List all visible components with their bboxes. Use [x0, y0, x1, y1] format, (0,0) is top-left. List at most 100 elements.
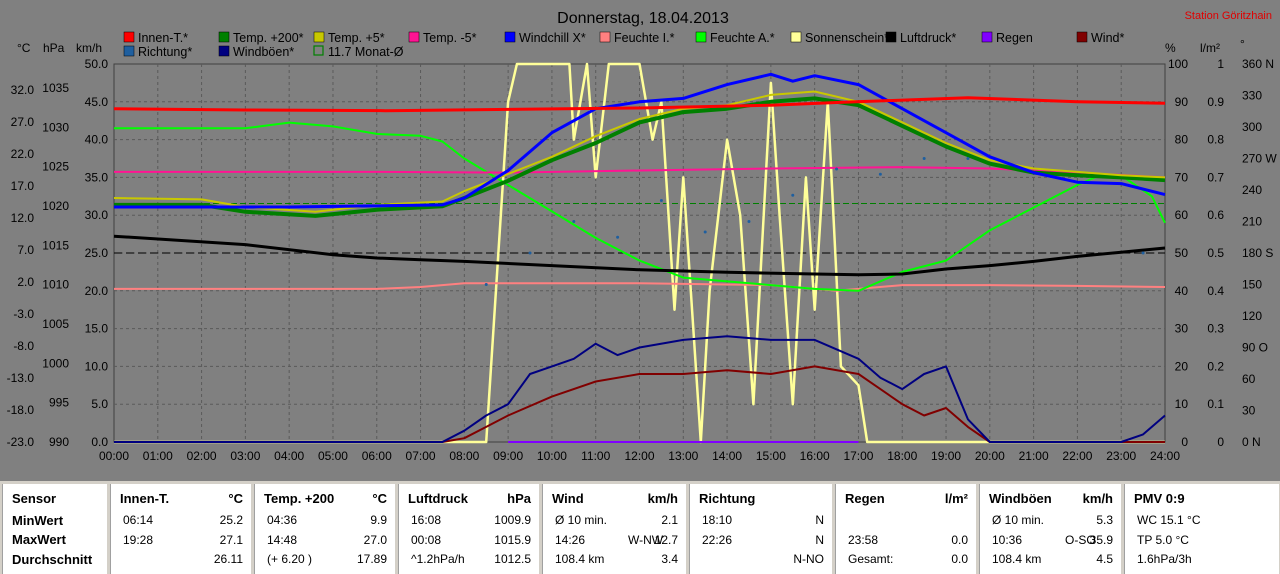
axis-label-wind: km/h [76, 41, 102, 55]
series-line [114, 96, 1166, 218]
x-tick-label: 08:00 [449, 449, 479, 463]
stats-block-title: Innen-T. °C [120, 491, 243, 506]
legend-label: Regen [996, 31, 1033, 45]
stats-block: Wind km/h Ø 10 min. 2.1 14:26 W-NW 12.7 108.4 k… [542, 484, 686, 574]
row-label-max: MaxWert [12, 532, 66, 547]
x-tick-label: 16:00 [800, 449, 830, 463]
stats-cell: WC 15.1 °C [1137, 513, 1201, 527]
sensor-header: Sensor [12, 491, 57, 506]
x-tick-label: 24:00 [1150, 449, 1180, 463]
stats-cell: O-SO [1065, 532, 1096, 547]
x-tick-label: 11:00 [581, 449, 610, 463]
direction-tick-label: 360 N [1242, 57, 1274, 71]
legend-swatch [1076, 31, 1088, 43]
stats-row: Gesamt: 0.0 [845, 552, 968, 568]
stats-block: Windböen km/h Ø 10 min. 5.3 10:36 O-SO 35.9 108… [979, 484, 1121, 574]
stats-cell: N-NO [793, 552, 824, 566]
temp-tick-label: 32.0 [11, 83, 35, 97]
stats-block-unit: km/h [1082, 491, 1113, 506]
series-line [114, 166, 1166, 179]
stats-block-unit: l/m² [944, 491, 968, 506]
stats-cell: 2.1 [661, 513, 678, 527]
stats-block-title: Luftdruck hPa [408, 491, 531, 506]
stats-row: WC 15.1 °C [1134, 513, 1271, 529]
row-label-min: MinWert [12, 513, 64, 528]
axis-label-humidity: % [1165, 41, 1176, 55]
stats-cell: TP 5.0 °C [1137, 532, 1189, 547]
stats-cell: 108.4 km [555, 552, 605, 566]
temp-tick-label: 27.0 [11, 115, 35, 129]
stats-cell: 06:14 [123, 513, 154, 527]
row-label-avg: Durchschnitt [12, 552, 93, 567]
direction-tick-label: 270 W [1242, 152, 1277, 166]
stats-cell: Ø 10 min. [992, 513, 1045, 527]
temp-tick-label: 22.0 [11, 147, 35, 161]
wind-tick-label: 25.0 [85, 246, 109, 260]
stats-block-title: Richtung [699, 491, 756, 506]
direction-point [1141, 251, 1145, 255]
temp-tick-label: -13.0 [7, 371, 35, 385]
stats-block: PMV 0:9 WC 15.1 °C TP 5.0 °C 1.6hPa/3h [1124, 484, 1279, 574]
humidity-tick-label: 90 [1175, 95, 1189, 109]
direction-tick-label: 60 [1242, 372, 1256, 386]
stats-cell: 23:58 [848, 532, 879, 547]
wind-tick-label: 20.0 [85, 284, 109, 298]
stats-block-title: Windböen km/h [989, 491, 1113, 506]
pressure-tick-label: 1005 [42, 317, 69, 331]
x-tick-label: 18:00 [887, 449, 917, 463]
direction-tick-label: 210 [1242, 215, 1262, 229]
legend-swatch [123, 45, 135, 57]
series-line [114, 72, 1166, 209]
direction-tick-label: 180 S [1242, 246, 1273, 260]
wind-tick-label: 15.0 [85, 322, 109, 336]
stats-row: 18:10 N [699, 513, 824, 529]
humidity-tick-label: 10 [1175, 397, 1189, 411]
stats-row: 19:28 27.1 [120, 533, 243, 549]
humidity-tick-label: 70 [1175, 170, 1189, 184]
x-tick-label: 02:00 [187, 449, 217, 463]
direction-point [922, 157, 926, 160]
legend-label: Luftdruck* [900, 31, 956, 45]
legend-swatch [313, 31, 325, 43]
pressure-tick-label: 990 [49, 435, 69, 449]
legend-label: Windböen* [233, 45, 294, 59]
x-tick-label: 09:00 [493, 449, 523, 463]
x-tick-label: 01:00 [143, 449, 173, 463]
stats-panel: Sensor MinWert MaxWert Durchschnitt Inne… [0, 481, 1280, 574]
stats-row: ^1.2hPa/h 1012.5 [408, 552, 531, 568]
direction-point [703, 230, 707, 234]
legend-swatch [123, 31, 135, 43]
stats-cell: 1.6hPa/3h [1137, 552, 1192, 566]
direction-tick-label: 30 [1242, 404, 1256, 418]
axis-label-rain: l/m² [1200, 41, 1220, 55]
stats-row: 108.4 km 3.4 [552, 552, 678, 568]
stats-cell: 0.0 [951, 552, 968, 566]
pressure-tick-label: 1030 [42, 120, 69, 134]
stats-cell: 18:10 [702, 513, 733, 527]
x-tick-label: 05:00 [318, 449, 348, 463]
wind-tick-label: 0.0 [91, 435, 108, 449]
direction-tick-label: 150 [1242, 278, 1262, 292]
rain-tick-label: 0 [1217, 435, 1224, 449]
stats-row: 04:36 9.9 [264, 513, 387, 529]
humidity-tick-label: 0 [1181, 435, 1188, 449]
stats-block-unit: °C [228, 491, 243, 506]
x-tick-label: 00:00 [99, 449, 129, 463]
pressure-tick-label: 1000 [42, 356, 69, 370]
direction-point [966, 157, 970, 160]
axis-ticks: 00:00 01:00 02:00 03:00 04:00 05:00 06:00 07:00… [7, 57, 1278, 463]
x-tick-label: 10:00 [537, 449, 567, 463]
x-tick-label: 17:00 [843, 449, 873, 463]
stats-cell: (+ 6.20 ) [267, 552, 313, 566]
stats-cell: 1009.9 [494, 513, 531, 527]
wind-tick-label: 30.0 [85, 208, 109, 222]
axis-label-pressure: hPa [43, 41, 65, 55]
direction-tick-label: 330 [1242, 89, 1262, 103]
stats-row: (+ 6.20 ) 17.89 [264, 552, 387, 568]
stats-cell: 27.1 [219, 532, 243, 547]
legend-swatch [218, 31, 230, 43]
stats-cell: W-NW [628, 532, 664, 547]
rain-tick-label: 0.7 [1207, 170, 1224, 184]
stats-row: 26.11 [120, 552, 243, 568]
stats-row: 23:58 0.0 [845, 533, 968, 549]
